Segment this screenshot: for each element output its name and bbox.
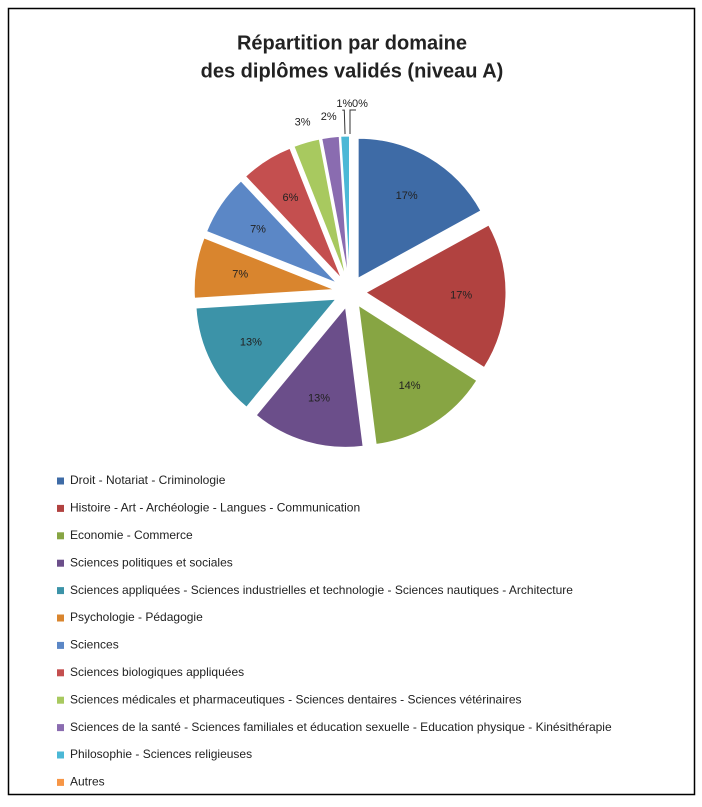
legend-swatch bbox=[57, 724, 64, 732]
leader-line bbox=[342, 109, 346, 135]
pie-slice bbox=[293, 138, 347, 277]
legend-label: Sciences médicales et pharmaceutiques - … bbox=[70, 692, 522, 706]
legend-label: Sciences de la santé - Sciences familial… bbox=[70, 720, 612, 734]
legend-swatch bbox=[57, 641, 64, 649]
legend-label: Histoire - Art - Archéologie - Langues -… bbox=[70, 501, 360, 515]
data-label: 17% bbox=[396, 190, 418, 202]
data-label: 14% bbox=[399, 380, 421, 392]
legend-swatch bbox=[57, 477, 64, 485]
legend-label: Sciences bbox=[70, 638, 119, 652]
legend-label: Psychologie - Pédagogie bbox=[70, 610, 203, 624]
legend-label: Philosophie - Sciences religieuses bbox=[70, 747, 252, 761]
data-label: 7% bbox=[232, 269, 248, 281]
pie-slice bbox=[357, 137, 482, 280]
pie-slice bbox=[357, 304, 478, 445]
pie-slice bbox=[321, 135, 349, 277]
legend-label: Economie - Commerce bbox=[70, 528, 193, 542]
data-label: 13% bbox=[240, 336, 262, 348]
chart-title: des diplômes validés (niveau A) bbox=[201, 60, 504, 82]
leader-line bbox=[349, 109, 356, 134]
legend-swatch bbox=[57, 751, 64, 759]
pie-slice bbox=[195, 298, 337, 408]
legend-swatch bbox=[57, 504, 64, 512]
legend-swatch bbox=[57, 559, 64, 567]
data-label: 2% bbox=[321, 111, 337, 123]
legend-label: Autres bbox=[70, 775, 105, 789]
pie-slice bbox=[205, 180, 338, 284]
legend-label: Droit - Notariat - Criminologie bbox=[70, 473, 226, 487]
pie-slice bbox=[255, 306, 364, 448]
legend-swatch bbox=[57, 587, 64, 595]
data-label: 13% bbox=[308, 393, 330, 405]
legend-label: Sciences politiques et sociales bbox=[70, 555, 233, 569]
data-label: 0% bbox=[352, 98, 368, 110]
pie-slice bbox=[193, 237, 335, 299]
data-label: 7% bbox=[250, 223, 266, 235]
data-label: 17% bbox=[450, 289, 472, 301]
pie-slice bbox=[340, 135, 350, 277]
data-label: 3% bbox=[295, 117, 311, 129]
data-label: 6% bbox=[282, 192, 298, 204]
pie-slice bbox=[365, 224, 507, 369]
legend-swatch bbox=[57, 696, 64, 704]
pie-slice bbox=[244, 147, 342, 279]
legend-swatch bbox=[57, 614, 64, 622]
legend-swatch bbox=[57, 778, 64, 786]
legend-swatch bbox=[57, 669, 64, 677]
legend-label: Sciences biologiques appliquées bbox=[70, 665, 244, 679]
legend-label: Sciences appliquées - Sciences industrie… bbox=[70, 583, 573, 597]
data-label: 1% bbox=[336, 98, 352, 110]
chart-title: Répartition par domaine bbox=[237, 32, 467, 54]
legend-swatch bbox=[57, 532, 64, 540]
